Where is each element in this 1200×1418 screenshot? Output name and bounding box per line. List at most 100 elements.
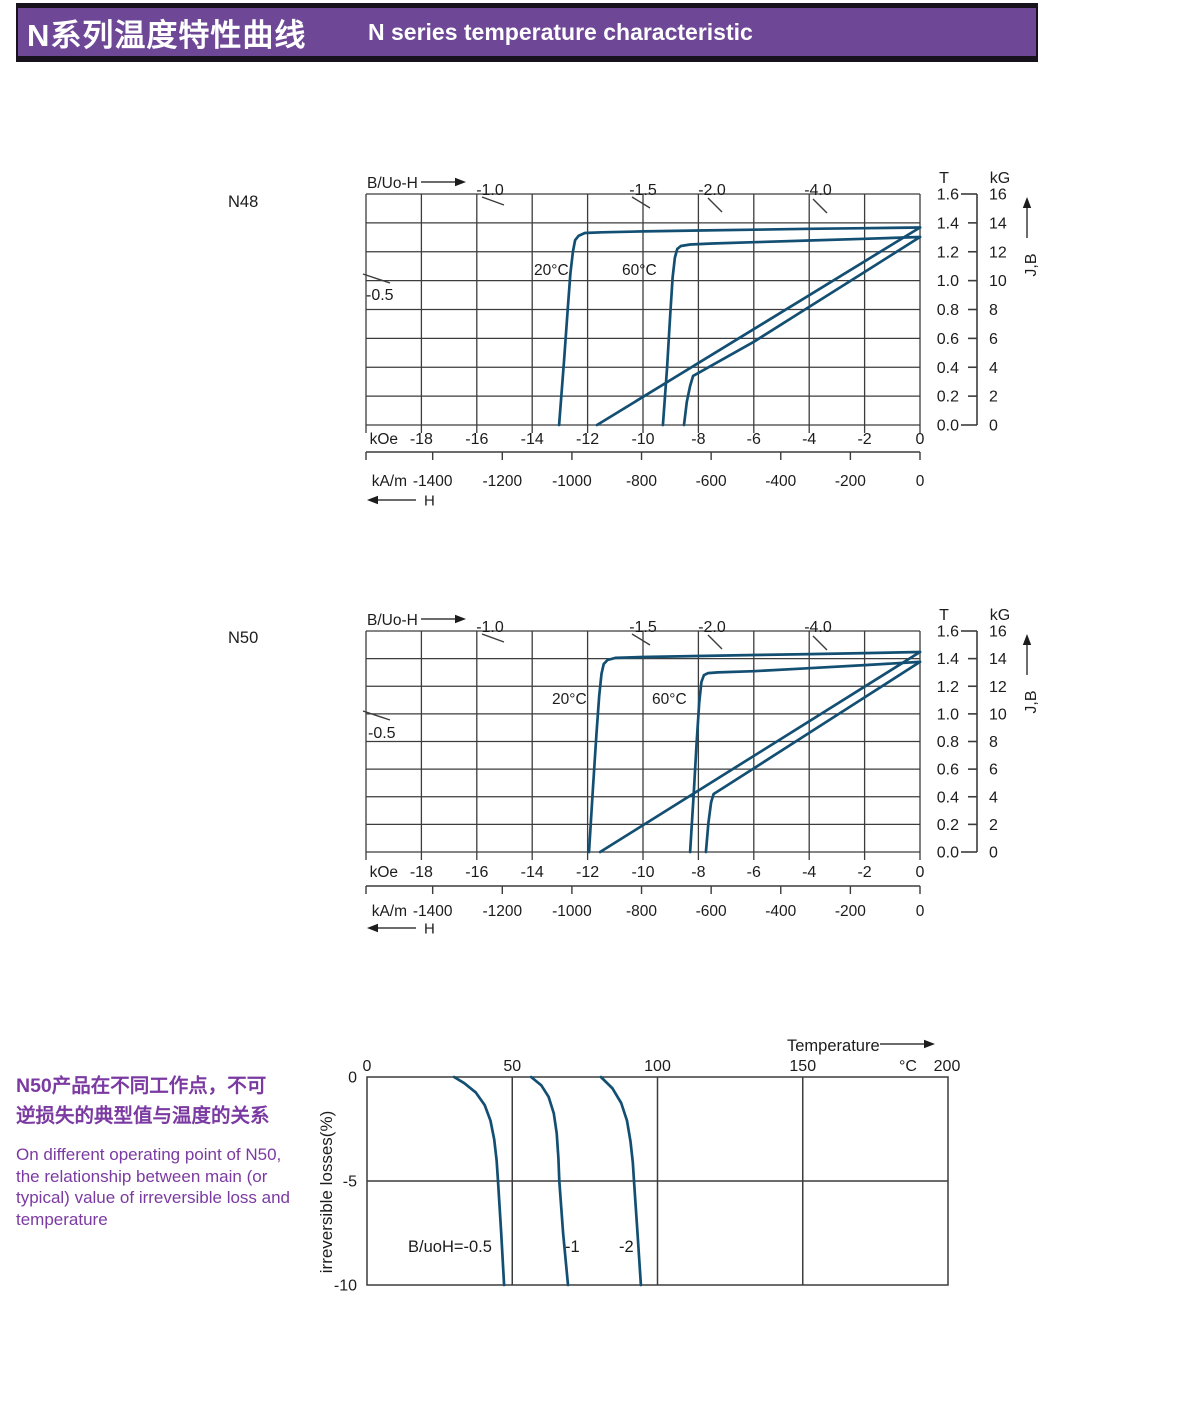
tick-label: 14 — [989, 215, 1007, 232]
tick-label: -12 — [576, 864, 599, 881]
tick-label: -1400 — [413, 903, 453, 920]
tick-label: 1.2 — [937, 244, 959, 261]
tick-label: 1.0 — [937, 273, 959, 290]
tick-label: 100 — [644, 1058, 671, 1075]
tick-label: 12 — [989, 679, 1007, 696]
tick-label: -16 — [465, 864, 488, 881]
axis-unit-kam: kA/m — [372, 473, 407, 490]
axis-unit-T: T — [939, 170, 949, 187]
temp-label: 60°C — [652, 691, 687, 708]
load-line-label: -1.0 — [476, 182, 504, 199]
tick-label: -14 — [521, 864, 544, 881]
axis-label-buoh: B/Uo-H — [367, 612, 418, 629]
tick-label: -18 — [410, 431, 433, 448]
tick-label: 0.2 — [937, 389, 959, 406]
series-label: B/uoH=-0.5 — [408, 1238, 492, 1256]
tick-label: -10 — [631, 864, 654, 881]
load-line-mark — [812, 198, 828, 214]
tick-label: -10 — [631, 431, 654, 448]
tick-label: -5 — [343, 1174, 357, 1191]
tick-label: 200 — [934, 1058, 961, 1075]
tick-label: 0 — [916, 431, 925, 448]
load-line-mark — [631, 196, 651, 209]
note-en-line: the relationship between main (or — [16, 1166, 268, 1186]
load-line-label: -1.5 — [629, 619, 657, 636]
page-header: N系列温度特性曲线 N series temperature character… — [16, 3, 1038, 62]
jb-label: J,B — [1023, 690, 1040, 713]
tick-label: 0.8 — [937, 734, 959, 751]
tick-label: 50 — [503, 1058, 521, 1075]
temp-label: 20°C — [534, 262, 569, 279]
load-line-label: -4.0 — [804, 182, 832, 199]
load-line-mark — [362, 710, 391, 721]
chart-name: N50 — [228, 629, 258, 647]
tick-label: -1000 — [552, 903, 592, 920]
tick-label: -400 — [765, 903, 796, 920]
tick-label: -6 — [747, 864, 761, 881]
loss-curve — [529, 1075, 570, 1287]
note-en-line: temperature — [16, 1209, 108, 1229]
h-label: H — [424, 921, 435, 938]
tick-label: 8 — [989, 734, 998, 751]
tick-label: -10 — [334, 1278, 357, 1295]
tick-label: 2 — [989, 389, 998, 406]
tick-label: 0 — [348, 1070, 357, 1087]
tick-label: -1000 — [552, 473, 592, 490]
tick-label: 0 — [989, 845, 998, 862]
load-line-mark — [812, 635, 828, 651]
tick-label: -2 — [857, 431, 871, 448]
chart-name: N48 — [228, 193, 258, 211]
axis-unit-kG: kG — [990, 607, 1010, 624]
bh-curve — [595, 226, 922, 427]
tick-label: 0.0 — [937, 845, 959, 862]
tick-label: -4 — [802, 431, 816, 448]
tick-label: 4 — [989, 360, 998, 377]
tick-label: 0 — [989, 418, 998, 435]
tick-label: -18 — [410, 864, 433, 881]
tick-label: 0.0 — [937, 418, 959, 435]
series-label: -2 — [619, 1238, 634, 1256]
bh-curve — [598, 650, 922, 854]
tick-label: -1200 — [482, 473, 522, 490]
tick-label: 6 — [989, 762, 998, 779]
tick-label: -800 — [626, 903, 657, 920]
loss-curve — [599, 1075, 643, 1287]
tick-label: 1.6 — [937, 624, 959, 641]
loss-curve — [452, 1075, 506, 1287]
tick-label: 12 — [989, 244, 1007, 261]
tick-label: -16 — [465, 431, 488, 448]
tick-label: 0.6 — [937, 331, 959, 348]
axis-unit-koe: kOe — [370, 864, 398, 881]
temp-label: 20°C — [552, 691, 587, 708]
axis-unit-kG: kG — [990, 170, 1010, 187]
jb-label: J,B — [1023, 253, 1040, 276]
tick-label: -4 — [802, 864, 816, 881]
load-line-label: -4.0 — [804, 619, 832, 636]
tick-label: -600 — [696, 473, 727, 490]
bh-curve — [682, 235, 922, 427]
bh-curve — [704, 660, 922, 854]
load-line-label: -2.0 — [698, 182, 726, 199]
tick-label: 1.2 — [937, 679, 959, 696]
load-line-mark — [707, 197, 723, 213]
left-arrow-icon — [367, 923, 378, 933]
axis-unit-kam: kA/m — [372, 903, 407, 920]
load-line-label: -0.5 — [368, 725, 396, 742]
tick-label: 0 — [363, 1058, 372, 1075]
tick-label: -6 — [747, 431, 761, 448]
load-line-label: -0.5 — [366, 287, 394, 304]
right-arrow-icon — [455, 177, 466, 187]
tick-label: -400 — [765, 473, 796, 490]
tick-label: -200 — [835, 903, 866, 920]
tick-label: 0.6 — [937, 762, 959, 779]
note-zh-line: N50产品在不同工作点，不可 — [16, 1075, 267, 1097]
bh-curve — [587, 650, 922, 854]
tick-label: 0.8 — [937, 302, 959, 319]
tick-label: -600 — [696, 903, 727, 920]
series-label: -1 — [565, 1238, 580, 1256]
tick-label: -200 — [835, 473, 866, 490]
page-title-en: N series temperature characteristic — [368, 18, 753, 45]
tick-label: 0 — [916, 864, 925, 881]
axis-unit-koe: kOe — [370, 431, 398, 448]
